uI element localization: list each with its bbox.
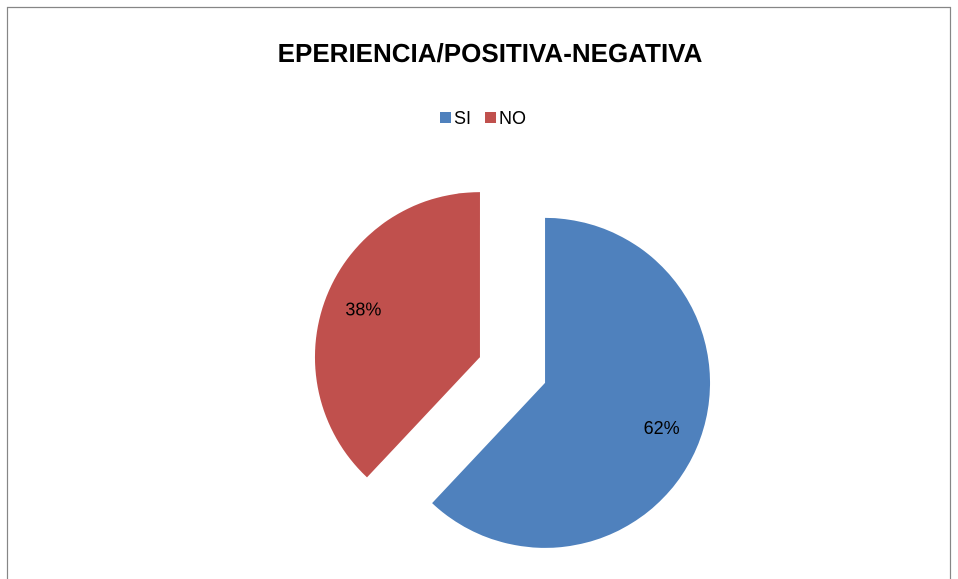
legend-label: NO bbox=[499, 108, 526, 128]
legend-swatch bbox=[440, 112, 451, 123]
legend: SI NO bbox=[440, 108, 526, 128]
legend-swatch bbox=[485, 112, 497, 123]
pie-slice bbox=[314, 192, 480, 478]
chart-border bbox=[6, 6, 952, 579]
pie: 62% 38% bbox=[314, 192, 711, 548]
chart-title: EPERIENCIA/POSITIVA-NEGATIVA bbox=[278, 38, 703, 68]
data-label: 62% bbox=[644, 418, 680, 438]
data-label: 38% bbox=[345, 300, 381, 320]
pie-slice bbox=[432, 217, 711, 548]
legend-label: SI bbox=[454, 108, 471, 128]
